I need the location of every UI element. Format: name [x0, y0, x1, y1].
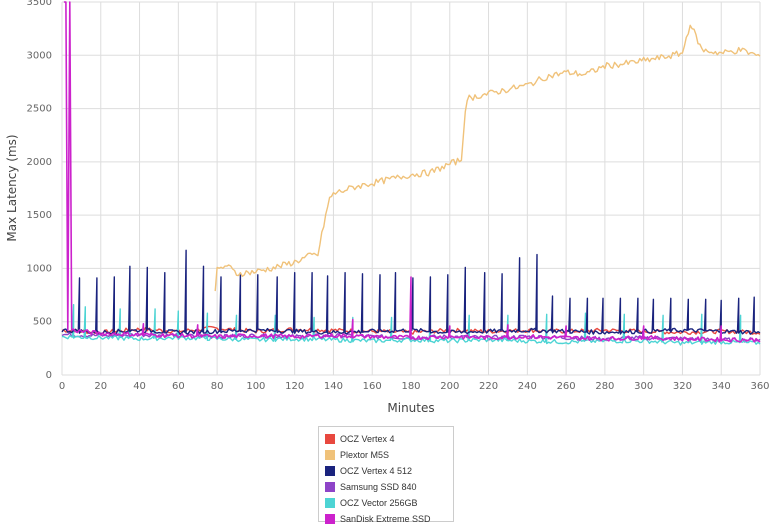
- x-axis-title: Minutes: [387, 401, 434, 415]
- y-tick-label: 1500: [27, 210, 52, 221]
- x-tick-label: 200: [440, 381, 459, 392]
- series-line-ocz-vertex-4-512gb: [63, 1, 761, 343]
- legend-item: OCZ Vertex 4 512: [325, 463, 453, 479]
- legend-label: OCZ Vertex 4 512: [340, 466, 413, 476]
- legend-swatch: [325, 450, 335, 460]
- legend: OCZ Vertex 4 Plextor M5S OCZ Vertex 4 512 S…: [318, 426, 454, 524]
- legend-item: Plextor M5S: [325, 447, 453, 463]
- legend-item: OCZ Vector 256GB: [325, 495, 453, 511]
- x-tick-label: 180: [401, 381, 420, 392]
- legend-swatch: [325, 498, 335, 508]
- legend-item: Samsung SSD 840: [325, 479, 453, 495]
- x-tick-label: 100: [246, 381, 265, 392]
- x-tick-label: 120: [285, 381, 304, 392]
- x-tick-label: 60: [172, 381, 185, 392]
- x-tick-label: 340: [712, 381, 731, 392]
- x-tick-label: 20: [94, 381, 107, 392]
- latency-chart: 0 20 40 60 80 100 120 140 160 180 200 220 240 260 280 3…: [5, 0, 770, 415]
- series-line-ocz-vertex-4-512: [61, 249, 761, 335]
- x-tick-label: 80: [211, 381, 224, 392]
- legend-label: OCZ Vertex 4: [340, 434, 395, 444]
- x-tick-label: 220: [479, 381, 498, 392]
- y-tick-label: 2000: [27, 157, 52, 168]
- tick-labels: 0 20 40 60 80 100 120 140 160 180 200 220 240 260 280 3…: [27, 0, 770, 392]
- x-tick-label: 160: [363, 381, 382, 392]
- x-tick-label: 280: [595, 381, 614, 392]
- x-tick-label: 300: [634, 381, 653, 392]
- x-tick-label: 0: [59, 381, 65, 392]
- series-layer: [61, 1, 761, 346]
- series-line-ocz-vertex-256gb: [61, 300, 761, 346]
- x-tick-label: 40: [133, 381, 146, 392]
- legend-label: Plextor M5S: [340, 450, 390, 460]
- legend-label: OCZ Vector 256GB: [340, 498, 418, 508]
- y-tick-label: 1000: [27, 263, 52, 274]
- x-tick-label: 140: [324, 381, 343, 392]
- legend-swatch: [325, 482, 335, 492]
- x-tick-label: 320: [673, 381, 692, 392]
- legend-label: Samsung SSD 840: [340, 482, 417, 492]
- legend-swatch: [325, 434, 335, 444]
- x-tick-label: 240: [518, 381, 537, 392]
- y-tick-label: 500: [33, 317, 52, 328]
- grid: [61, 1, 761, 376]
- y-axis-title: Max Latency (ms): [5, 134, 19, 241]
- y-tick-label: 0: [46, 370, 52, 381]
- y-tick-label: 2500: [27, 104, 52, 115]
- legend-item: SanDisk Extreme SSD: [325, 511, 453, 527]
- legend-item: OCZ Vertex 4: [325, 431, 453, 447]
- y-tick-label: 3500: [27, 0, 52, 8]
- y-tick-label: 3000: [27, 50, 52, 61]
- legend-swatch: [325, 466, 335, 476]
- x-tick-label: 360: [750, 381, 769, 392]
- x-tick-label: 260: [557, 381, 576, 392]
- series-line-plextor-m5s: [214, 24, 761, 292]
